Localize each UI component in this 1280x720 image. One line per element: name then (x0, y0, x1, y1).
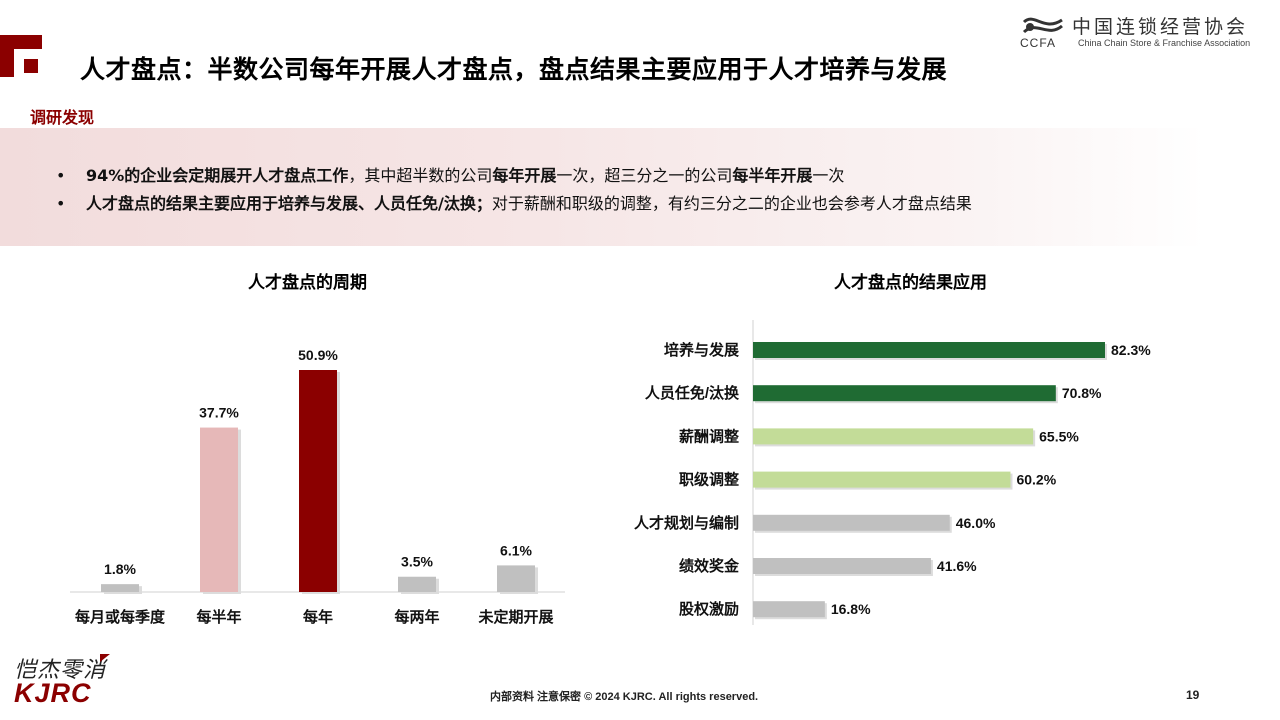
corner-mark-decoration (0, 35, 48, 83)
bar (398, 576, 436, 592)
ccfa-name-en: China Chain Store & Franchise Associatio… (1078, 38, 1251, 48)
data-label: 6.1% (500, 542, 532, 558)
data-label: 50.9% (298, 347, 338, 363)
chart-title-cycle: 人才盘点的周期 (248, 273, 367, 293)
chart-title-application: 人才盘点的结果应用 (834, 273, 987, 293)
bar (753, 385, 1056, 402)
chart-cycle: 1.8% 每月或每季度 37.7% 每半年 50.9% 每年 3.5% 每两年 6.1% 未定期开… (70, 347, 565, 626)
bar (200, 427, 238, 592)
bar (753, 428, 1034, 445)
bar (497, 565, 535, 592)
chart-application: 82.3% 培养与发展 70.8% 人员任免/汰换 65.5% 薪酬调整 60.2% 职级调整… (634, 320, 1151, 625)
category-label: 职级调整 (679, 471, 739, 489)
brand-name: KJRC (14, 678, 92, 708)
category-label: 每年 (303, 608, 333, 626)
data-label: 41.6% (937, 558, 977, 574)
data-label: 3.5% (401, 554, 433, 570)
category-label: 每两年 (394, 608, 439, 626)
ccfa-logo: CCFA 中国连锁经营协会 China Chain Store & Franch… (1020, 10, 1260, 54)
data-label: 16.8% (831, 601, 871, 617)
bar (753, 342, 1105, 358)
ccfa-emblem-icon (1022, 17, 1063, 34)
data-label: 1.8% (104, 561, 136, 577)
findings-panel: • 94%的企业会定期展开人才盘点工作，其中超半数的公司每年开展一次，超三分之一的… (0, 128, 1205, 246)
finding-1-text-a: ，其中超半数的公司 (348, 166, 493, 185)
finding-1-bold-b: 每年开展 (492, 166, 557, 185)
finding-2-bold: 人才盘点的结果主要应用于培养与发展、人员任免/汰换； (86, 194, 492, 213)
footer-text: 内部资料 注意保密 © 2024 KJRC. All rights reserv… (490, 691, 759, 703)
bar (101, 584, 139, 592)
page-number: 19 (1186, 688, 1200, 702)
category-label: 人员任免/汰换 (645, 384, 740, 402)
bullet: • (56, 166, 66, 185)
kjrc-brand: 恺杰零消 KJRC (12, 652, 122, 712)
category-label: 每半年 (196, 608, 241, 626)
section-label: 调研发现 (30, 108, 95, 127)
category-label: 每月或每季度 (75, 608, 166, 626)
category-label: 培养与发展 (664, 341, 739, 359)
corner-mark-inner (14, 49, 48, 83)
bar (753, 601, 825, 618)
finding-1: • 94%的企业会定期展开人才盘点工作，其中超半数的公司每年开展一次，超三分之一的… (56, 162, 844, 186)
category-label: 股权激励 (679, 600, 739, 618)
finding-1-bold: 94%的企业会定期展开人才盘点工作 (86, 166, 349, 185)
bar (753, 558, 931, 574)
data-label: 82.3% (1111, 342, 1151, 358)
finding-1-text-b: 一次，超三分之一的公司 (556, 166, 733, 185)
bar (299, 370, 337, 592)
finding-1-bold-c: 每半年开展 (732, 166, 813, 185)
data-label: 65.5% (1039, 428, 1079, 444)
category-label: 薪酬调整 (679, 427, 739, 445)
bar (753, 514, 950, 531)
finding-1-text-c: 一次 (812, 166, 845, 185)
ccfa-name-cn: 中国连锁经营协会 (1072, 16, 1249, 38)
data-label: 37.7% (199, 405, 239, 421)
bullet: • (56, 194, 66, 213)
data-label: 70.8% (1062, 385, 1102, 401)
ccfa-abbr: CCFA (1020, 36, 1057, 50)
brand-triangle-icon (100, 654, 110, 662)
finding-2: • 人才盘点的结果主要应用于培养与发展、人员任免/汰换；对于薪酬和职级的调整，有约… (56, 190, 972, 214)
category-label: 未定期开展 (477, 608, 553, 626)
bar (753, 471, 1011, 488)
corner-mark-dot (24, 59, 38, 73)
data-label: 60.2% (1016, 472, 1056, 488)
category-label: 绩效奖金 (679, 557, 740, 575)
page-title: 人才盘点：半数公司每年开展人才盘点，盘点结果主要应用于人才培养与发展 (80, 55, 948, 84)
data-label: 46.0% (956, 515, 996, 531)
finding-2-text: 对于薪酬和职级的调整，有约三分之二的企业也会参考人才盘点结果 (491, 194, 972, 213)
brand-script: 恺杰零消 (14, 658, 107, 683)
category-label: 人才规划与编制 (634, 514, 739, 532)
